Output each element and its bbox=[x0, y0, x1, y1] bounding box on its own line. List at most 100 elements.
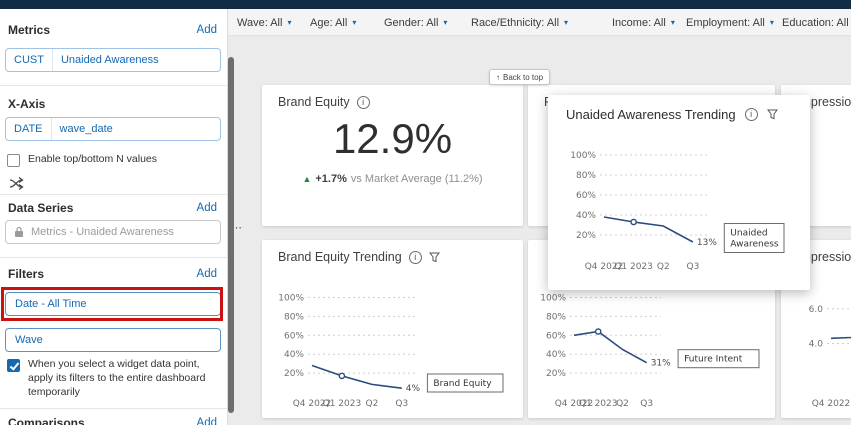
svg-text:Q3: Q3 bbox=[686, 262, 699, 272]
filter-dropdown[interactable]: Income: All ▾ bbox=[612, 9, 675, 36]
svg-text:Future Intent: Future Intent bbox=[684, 355, 743, 365]
comparisons-add-link[interactable]: Add bbox=[196, 417, 217, 425]
xaxis-section-header: X-Axis bbox=[8, 96, 217, 112]
svg-text:60%: 60% bbox=[546, 331, 566, 341]
card-title-row: Brand Equity Trending i bbox=[278, 250, 440, 264]
data-series-add-link[interactable]: Add bbox=[196, 202, 217, 214]
filter-wave-button[interactable]: Wave bbox=[5, 328, 221, 352]
filter-dropdown-label: Race/Ethnicity: All bbox=[471, 16, 560, 29]
back-to-top-button[interactable]: ↑ Back to top bbox=[489, 69, 551, 85]
svg-text:20%: 20% bbox=[284, 369, 304, 379]
xaxis-chip[interactable]: DATE wave_date bbox=[5, 117, 221, 141]
svg-text:40%: 40% bbox=[284, 350, 304, 360]
metric-chip[interactable]: CUST Unaided Awareness bbox=[5, 48, 221, 72]
svg-text:Q2: Q2 bbox=[616, 399, 629, 409]
info-icon[interactable]: i bbox=[744, 108, 758, 121]
more-options-icon[interactable]: ⋯ bbox=[231, 222, 243, 234]
svg-text:80%: 80% bbox=[576, 171, 596, 181]
svg-text:Q4 2022: Q4 2022 bbox=[812, 399, 851, 409]
xaxis-chip-type: DATE bbox=[6, 118, 52, 140]
svg-text:20%: 20% bbox=[546, 369, 566, 379]
xaxis-chip-label: wave_date bbox=[59, 123, 113, 135]
kpi-value: 12.9% bbox=[332, 115, 453, 162]
svg-text:40%: 40% bbox=[546, 350, 566, 360]
svg-text:60%: 60% bbox=[576, 191, 596, 201]
delta-up-icon: ▲ bbox=[302, 174, 312, 184]
filter-dropdown-label: Age: All bbox=[310, 16, 348, 29]
filter-dropdown[interactable]: Wave: All ▾ bbox=[237, 9, 291, 36]
info-icon[interactable]: i bbox=[408, 250, 422, 264]
svg-text:Unaided: Unaided bbox=[730, 229, 767, 239]
chevron-down-icon: ▾ bbox=[287, 17, 292, 27]
filter-dropdown-label: Wave: All bbox=[237, 16, 283, 29]
data-series-field: Metrics - Unaided Awareness bbox=[5, 220, 221, 244]
card-title-row: Brand Equity i bbox=[278, 95, 370, 109]
chevron-down-icon: ▾ bbox=[443, 17, 448, 27]
filter-dropdown[interactable]: Gender: All ▾ bbox=[384, 9, 447, 36]
card-title-row: Impression bbox=[797, 250, 851, 264]
filter-dropdown-label: Education: All bbox=[782, 16, 849, 29]
kpi-delta-value: +1.7% bbox=[315, 173, 347, 185]
data-series-title: Data Series bbox=[8, 201, 74, 215]
xaxis-title: X-Axis bbox=[8, 97, 46, 111]
apply-filters-checkbox-label: When you select a widget data point, app… bbox=[28, 358, 206, 398]
swap-axes-icon[interactable] bbox=[9, 176, 25, 196]
filter-funnel-icon[interactable] bbox=[766, 109, 778, 120]
filter-dropdown-label: Employment: All bbox=[686, 16, 765, 29]
svg-text:100%: 100% bbox=[278, 294, 304, 304]
svg-text:60%: 60% bbox=[284, 331, 304, 341]
filter-dropdown[interactable]: Age: All ▾ bbox=[310, 9, 356, 36]
filter-dropdown[interactable]: Race/Ethnicity: All ▾ bbox=[471, 9, 568, 36]
filter-dropdown[interactable]: Employment: All ▾ bbox=[686, 9, 774, 36]
svg-text:100%: 100% bbox=[540, 294, 566, 304]
topn-checkbox-label: Enable top/bottom N values bbox=[28, 153, 157, 165]
brand-equity-trending-title: Brand Equity Trending bbox=[278, 250, 402, 264]
topn-checkbox[interactable] bbox=[7, 154, 20, 167]
filter-dropdown-label: Gender: All bbox=[384, 16, 439, 29]
apply-filters-checkbox[interactable] bbox=[7, 359, 20, 372]
metrics-title: Metrics bbox=[8, 23, 51, 37]
topn-checkbox-row[interactable]: Enable top/bottom N values bbox=[7, 153, 221, 167]
filters-section-header: Filters Add bbox=[8, 266, 217, 282]
filter-date-all-time-button[interactable]: Date - All Time bbox=[5, 292, 221, 316]
filters-add-link[interactable]: Add bbox=[196, 268, 217, 280]
section-divider bbox=[0, 408, 227, 409]
filter-funnel-icon[interactable] bbox=[428, 252, 440, 263]
future-intent-trending-chart[interactable]: 100% 80% 60% 40% 20% Q4 2022 Q1 2023 Q2 Q3 31% Fut… bbox=[536, 284, 767, 410]
panel-scrollbar[interactable] bbox=[228, 57, 234, 413]
section-divider bbox=[0, 194, 227, 195]
svg-text:80%: 80% bbox=[284, 312, 304, 322]
svg-text:6.0: 6.0 bbox=[809, 305, 824, 315]
section-divider bbox=[0, 85, 227, 86]
chevron-down-icon: ▾ bbox=[670, 17, 675, 27]
svg-text:4%: 4% bbox=[406, 384, 421, 394]
svg-text:40%: 40% bbox=[576, 211, 596, 221]
unaided-awareness-trending-overlay[interactable]: Unaided Awareness Trending i 100% 80% 60% 4… bbox=[548, 95, 810, 290]
brand-equity-kpi-card[interactable]: Brand Equity i 12.9% ▲ +1.7% vs Market A… bbox=[262, 85, 523, 226]
info-icon[interactable]: i bbox=[356, 95, 370, 109]
chevron-down-icon: ▾ bbox=[769, 17, 774, 27]
widget-editor-panel: Metrics Add CUST Unaided Awareness X-Axi… bbox=[0, 9, 228, 425]
section-divider bbox=[0, 257, 227, 258]
chevron-down-icon: ▾ bbox=[564, 17, 569, 27]
svg-text:Q1 2023: Q1 2023 bbox=[614, 262, 653, 272]
filter-date-label: Date - All Time bbox=[15, 298, 87, 310]
svg-text:Q1 2023: Q1 2023 bbox=[579, 399, 618, 409]
svg-text:Brand Equity: Brand Equity bbox=[433, 379, 492, 389]
apply-filters-checkbox-row[interactable]: When you select a widget data point, app… bbox=[7, 358, 221, 400]
metrics-add-link[interactable]: Add bbox=[196, 24, 217, 36]
comparisons-section-header: Comparisons Add bbox=[8, 415, 217, 425]
svg-text:Q3: Q3 bbox=[640, 399, 653, 409]
brand-equity-trending-card[interactable]: Brand Equity Trending i 100% 80% 60% 40% 20%… bbox=[262, 240, 523, 418]
brand-equity-trending-chart[interactable]: 100% 80% 60% 40% 20% Q4 2022 Q1 2023 Q2 Q3 4% Bran… bbox=[274, 284, 511, 410]
svg-text:31%: 31% bbox=[651, 359, 671, 369]
overlay-title-row: Unaided Awareness Trending i bbox=[566, 107, 778, 122]
card-title-row: Impression i bbox=[797, 95, 851, 109]
lock-icon bbox=[14, 226, 24, 238]
filter-wave-label: Wave bbox=[15, 334, 43, 346]
unaided-awareness-trending-chart[interactable]: 100% 80% 60% 40% 20% Q4 2022 Q1 2023 Q2 Q3 13% Una… bbox=[566, 141, 792, 273]
filter-dropdown[interactable]: Education: All▾ bbox=[782, 9, 851, 36]
